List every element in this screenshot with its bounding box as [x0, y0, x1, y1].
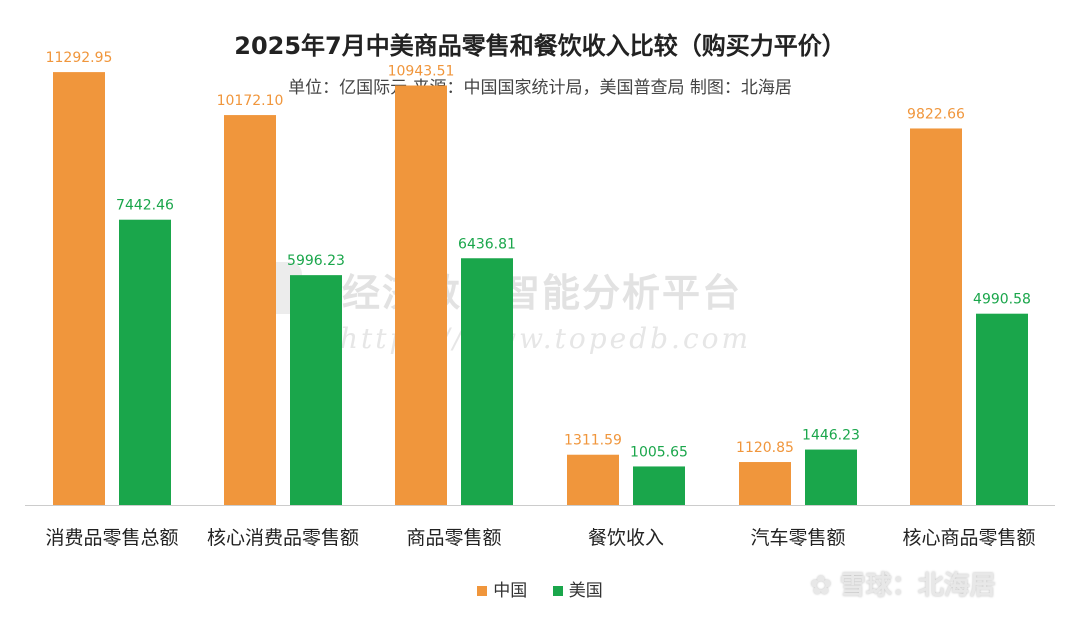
bar-china-0[interactable] [53, 72, 105, 506]
legend-item-usa[interactable]: 美国 [552, 576, 603, 601]
value-label-china-4: 1120.85 [736, 440, 794, 456]
bar-usa-5[interactable] [976, 313, 1028, 505]
category-label-5: 核心商品零售额 [902, 527, 1035, 549]
bar-usa-2[interactable] [461, 258, 513, 505]
watermark-corner: ✿ 雪球：北海居 [810, 565, 996, 602]
legend: 中国 美国 [0, 576, 1080, 601]
value-label-usa-5: 4990.58 [973, 292, 1031, 308]
bar-china-1[interactable] [224, 115, 276, 505]
legend-item-china[interactable]: 中国 [477, 576, 527, 601]
category-label-0: 消费品零售总额 [45, 527, 178, 549]
legend-swatch-china [477, 586, 488, 596]
bar-usa-1[interactable] [290, 275, 342, 505]
bar-china-5[interactable] [910, 128, 962, 505]
value-label-china-0: 11292.95 [46, 50, 113, 66]
bar-usa-4[interactable] [805, 449, 857, 505]
value-label-usa-4: 1446.23 [802, 428, 860, 444]
legend-label-usa: 美国 [568, 581, 603, 601]
snowball-logo-icon: ✿ [810, 571, 832, 601]
value-label-china-1: 10172.10 [217, 93, 284, 109]
category-label-1: 核心消费品零售额 [207, 527, 359, 549]
category-label-4: 汽车零售额 [750, 527, 845, 549]
category-label-2: 商品零售额 [406, 527, 501, 549]
legend-swatch-usa [552, 586, 563, 596]
bar-china-3[interactable] [567, 454, 619, 505]
chart-title: 2025年7月中美商品零售和餐饮收入比较（购买力平价） [234, 32, 846, 60]
value-label-china-3: 1311.59 [564, 433, 622, 449]
value-label-china-2: 10943.51 [388, 63, 455, 79]
watermark-corner-text: 雪球：北海居 [839, 571, 996, 601]
value-label-china-5: 9822.66 [907, 106, 965, 122]
bar-usa-0[interactable] [119, 219, 171, 506]
value-label-usa-1: 5996.23 [287, 253, 345, 269]
value-label-usa-0: 7442.46 [116, 198, 174, 214]
bar-china-4[interactable] [739, 462, 791, 505]
value-label-usa-3: 1005.65 [630, 444, 688, 460]
legend-label-china: 中国 [493, 581, 528, 601]
value-label-usa-2: 6436.81 [458, 236, 516, 252]
bar-usa-3[interactable] [633, 466, 685, 505]
category-label-3: 餐饮收入 [588, 527, 664, 549]
bar-china-2[interactable] [395, 85, 447, 506]
